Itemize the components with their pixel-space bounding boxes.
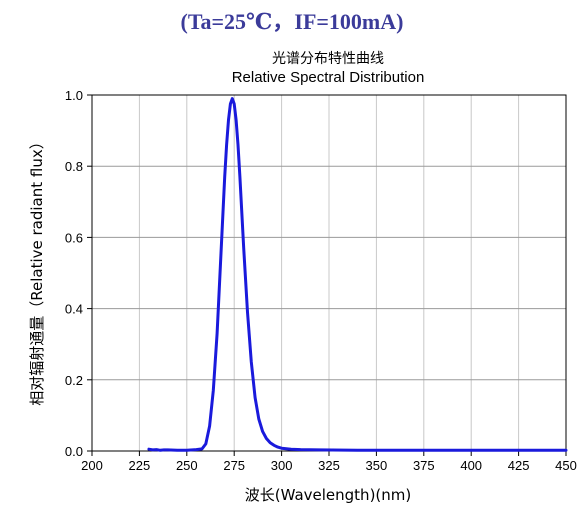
axis-ticks bbox=[87, 94, 567, 456]
x-tick-label: 425 bbox=[508, 458, 530, 473]
x-tick-label: 325 bbox=[318, 458, 340, 473]
x-tick-label: 300 bbox=[271, 458, 293, 473]
x-axis-label: 波长(Wavelength)(nm) bbox=[245, 486, 412, 504]
test-conditions-heading: (Ta=25℃，IF=100mA) bbox=[180, 9, 404, 34]
x-tick-label: 400 bbox=[460, 458, 482, 473]
y-tick-label: 0.8 bbox=[65, 159, 83, 174]
series-line bbox=[147, 97, 568, 452]
x-tick-label: 375 bbox=[413, 458, 435, 473]
chart-title: 光谱分布特性曲线 bbox=[272, 51, 384, 67]
x-tick-label: 350 bbox=[366, 458, 388, 473]
x-tick-label: 225 bbox=[129, 458, 151, 473]
y-axis-label: 相对辐射通量（Relative radiant flux） bbox=[28, 134, 46, 406]
x-tick-label: 250 bbox=[176, 458, 198, 473]
x-tick-label: 275 bbox=[223, 458, 245, 473]
series-group bbox=[147, 97, 568, 452]
chart-subtitle: Relative Spectral Distribution bbox=[232, 69, 425, 86]
x-tick-label: 450 bbox=[555, 458, 577, 473]
y-tick-label: 0.0 bbox=[65, 444, 83, 459]
y-tick-label: 0.4 bbox=[65, 302, 83, 317]
tick-labels: 200 225 250 275 300 325 350 375 400 425 450 0.0 0.2 0… bbox=[65, 88, 577, 473]
x-tick-label: 200 bbox=[81, 458, 103, 473]
y-tick-label: 0.2 bbox=[65, 373, 83, 388]
y-tick-label: 0.6 bbox=[65, 230, 83, 245]
y-tick-label: 1.0 bbox=[65, 88, 83, 103]
grid bbox=[92, 95, 566, 451]
